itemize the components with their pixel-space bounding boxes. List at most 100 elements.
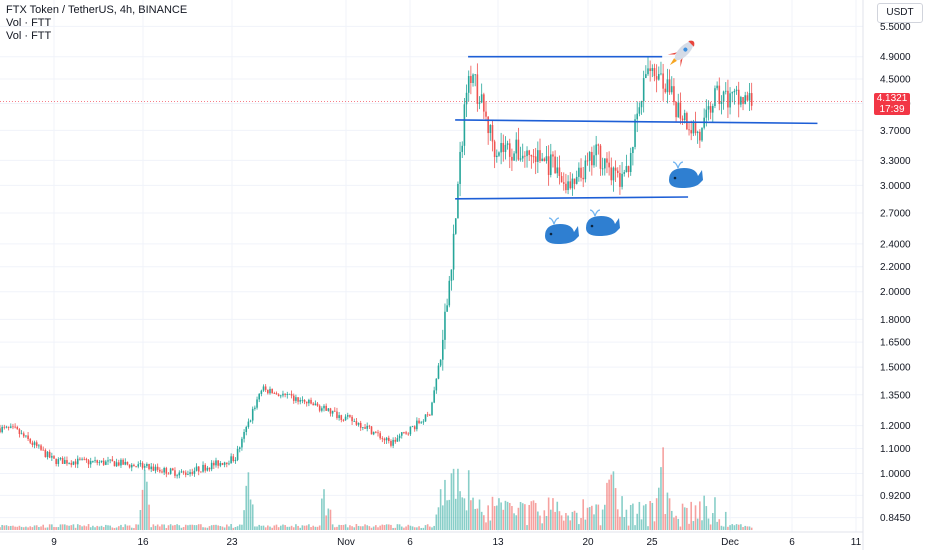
candle-body xyxy=(22,433,25,437)
candle-body xyxy=(547,156,550,175)
candle-body xyxy=(96,460,98,463)
candle-body xyxy=(377,432,379,434)
volume-bar xyxy=(545,515,548,530)
volume-bar xyxy=(731,524,734,530)
volume-bar xyxy=(750,527,753,530)
volume-bar xyxy=(604,504,606,530)
volume-bar xyxy=(610,474,613,530)
candle-body xyxy=(593,155,595,166)
candle-body xyxy=(327,408,330,411)
volume-bar xyxy=(742,527,744,530)
candle-body xyxy=(491,125,494,142)
volume-bar xyxy=(316,526,319,530)
candle-body xyxy=(442,339,444,360)
volume-bar xyxy=(152,524,155,530)
candle-body xyxy=(191,472,194,474)
symbol-title[interactable]: FTX Token / TetherUS, 4h, BINANCE xyxy=(6,4,188,16)
volume-bar xyxy=(504,500,507,530)
volume-bar xyxy=(359,526,362,530)
volume-bar xyxy=(368,526,371,530)
volume-bar xyxy=(649,500,651,530)
volume-bar xyxy=(38,526,40,530)
candle-body xyxy=(163,468,165,473)
candle-body xyxy=(66,460,68,464)
countdown-timer: 17:39 xyxy=(879,104,905,116)
rocket-flame xyxy=(669,58,677,66)
candle-body xyxy=(3,426,6,428)
candle-body xyxy=(286,394,289,395)
candle-body xyxy=(457,183,459,219)
candle-body xyxy=(118,462,120,466)
candle-body xyxy=(580,167,582,178)
candle-body xyxy=(562,182,565,184)
time-axis: 9 16 23 Nov 6 13 20 25 Dec 6 11 xyxy=(51,537,861,548)
volume-bar xyxy=(364,524,366,530)
candle-body xyxy=(55,458,57,464)
volume-bar xyxy=(89,527,92,530)
volume-bar xyxy=(433,525,435,530)
volume-bar xyxy=(251,504,254,530)
candle-body xyxy=(258,393,260,400)
candle-body xyxy=(113,461,116,467)
candle-body xyxy=(470,76,472,83)
volume-bar xyxy=(25,526,27,530)
candle-body xyxy=(370,426,373,435)
volume-bar xyxy=(290,525,293,530)
volume-bar xyxy=(444,479,446,530)
volume-bar xyxy=(517,507,520,530)
volume-indicator-label-2[interactable]: Vol · FTT xyxy=(6,30,52,42)
candle-body xyxy=(729,93,731,108)
volume-bar xyxy=(120,524,122,530)
candle-body xyxy=(295,397,297,401)
candle-body xyxy=(336,411,338,418)
volume-bar xyxy=(396,524,399,530)
volume-bar xyxy=(113,527,116,530)
volume-bar xyxy=(355,524,358,530)
rocket-window xyxy=(683,47,688,52)
candle-body xyxy=(701,127,703,141)
volume-bar xyxy=(59,524,62,530)
volume-bar xyxy=(247,472,250,530)
volume-indicator-label[interactable]: Vol · FTT xyxy=(6,17,52,29)
candle-body xyxy=(677,102,680,118)
candle-body xyxy=(407,433,410,435)
volume-bar xyxy=(571,511,574,530)
volume-bar xyxy=(439,489,442,530)
candle-body xyxy=(241,438,243,448)
volume-bar xyxy=(424,525,427,530)
trendline-support xyxy=(455,196,689,200)
volume-bar xyxy=(299,527,302,530)
volume-bar xyxy=(595,504,597,530)
volume-bar xyxy=(398,524,401,530)
volume-bar xyxy=(379,525,381,530)
candle-body xyxy=(655,76,658,80)
candle-body xyxy=(416,420,418,430)
candle-body xyxy=(508,143,511,157)
candle-body xyxy=(668,79,671,93)
candle-body xyxy=(269,388,271,394)
candle-body xyxy=(133,464,135,467)
volume-bar xyxy=(14,526,16,530)
candle-body xyxy=(251,408,254,421)
candle-body xyxy=(262,386,265,391)
volume-bar xyxy=(405,526,407,530)
volume-bar xyxy=(716,521,718,530)
candle-body xyxy=(597,144,600,146)
volume-bar xyxy=(1,524,3,530)
candle-body xyxy=(506,143,509,145)
candle-body xyxy=(111,459,114,462)
volume-bar xyxy=(340,525,343,530)
volume-bar xyxy=(655,498,658,530)
volume-bar xyxy=(511,506,513,530)
currency-button[interactable]: USDT xyxy=(877,3,923,23)
whale-body xyxy=(586,216,620,236)
candle-body xyxy=(664,88,667,93)
volume-bar xyxy=(135,524,137,530)
candle-body xyxy=(349,415,351,417)
volume-bar xyxy=(515,515,518,530)
volume-bar xyxy=(627,525,630,530)
volume-bar xyxy=(81,526,83,530)
volume-bar xyxy=(681,503,684,530)
candle-body xyxy=(632,146,634,153)
